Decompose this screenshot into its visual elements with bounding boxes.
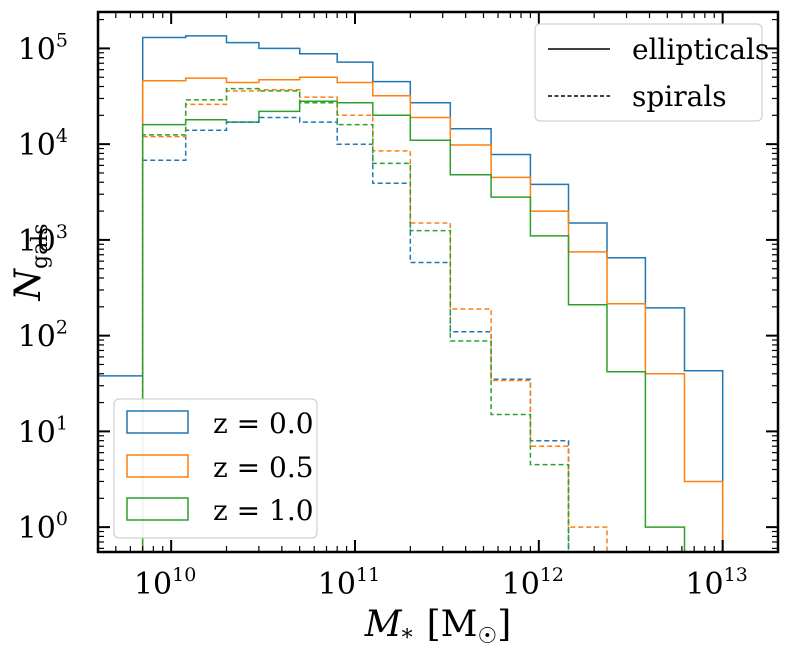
x-tick-label: 1012 (502, 564, 564, 602)
y-tick-label: 102 (18, 317, 68, 355)
legend-swatch-z1 (126, 497, 189, 521)
x-tick-label: 1011 (318, 564, 380, 602)
y-axis-label: Ngals (8, 223, 53, 301)
series-spirals-z10 (141, 87, 570, 552)
plot-frame (96, 10, 780, 554)
y-tick-label: 105 (18, 29, 68, 67)
legend-z1-label: z = 1.0 (213, 494, 314, 527)
legend-swatch-z0 (126, 410, 189, 434)
series-ellipticals-z10 (141, 100, 686, 552)
x-tick-label: 1010 (134, 564, 196, 602)
series-group (98, 35, 724, 552)
y-tick-label: 100 (18, 508, 68, 546)
series-spirals-z05 (141, 88, 608, 552)
legend-swatch-z05 (126, 454, 189, 478)
y-tick-label: 104 (18, 125, 68, 163)
series-ellipticals-z00 (98, 35, 724, 552)
y-tick-label: 101 (18, 412, 68, 450)
legend-ellipticals-label: ellipticals (632, 33, 769, 66)
y-tick-label: 103 (18, 221, 68, 259)
legend-z05-label: z = 0.5 (213, 451, 314, 484)
legend-spirals-label: spirals (632, 80, 727, 113)
x-axis-label: M* [M☉] (364, 604, 512, 651)
legend-linestyle: ellipticals spirals (534, 23, 769, 122)
legend-z0-label: z = 0.0 (213, 407, 314, 440)
x-tick-label: 1013 (685, 564, 747, 602)
legend-redshift: z = 0.0 z = 0.5 z = 1.0 (113, 398, 318, 539)
